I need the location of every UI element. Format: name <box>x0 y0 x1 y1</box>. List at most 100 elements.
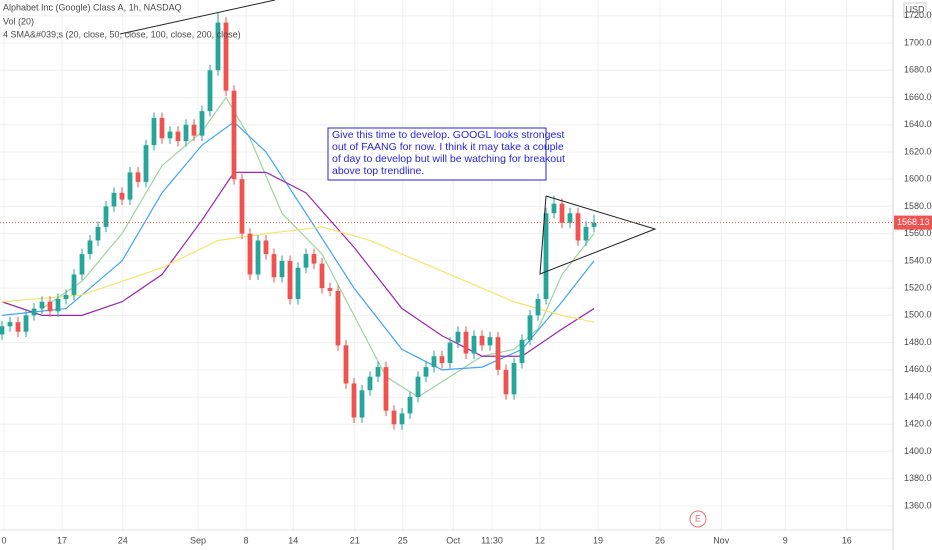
x-tick-label: 12 <box>535 535 545 545</box>
candle-body <box>583 226 589 241</box>
candle-body <box>551 203 557 214</box>
annotation-box <box>327 127 547 181</box>
candle-body <box>103 206 109 227</box>
y-tick-label: 1540.00 <box>904 255 932 265</box>
x-tick-label: 24 <box>118 535 128 545</box>
candle-body <box>71 274 77 295</box>
last-price-label: 1568.13 <box>897 217 930 227</box>
candle-body <box>7 322 13 327</box>
candle-body <box>415 376 421 398</box>
x-tick-label: Sep <box>190 535 206 545</box>
candle-body <box>343 345 349 384</box>
candle-body <box>591 222 597 227</box>
candle-body <box>79 254 85 275</box>
candle-body <box>367 376 373 391</box>
y-tick-label: 1500.00 <box>904 310 932 320</box>
candle-body <box>535 299 541 316</box>
candle-body <box>63 294 69 300</box>
candle-body <box>543 213 549 300</box>
candle-body <box>175 131 181 142</box>
candle-body <box>263 240 269 255</box>
plot-area <box>0 13 597 430</box>
x-tick-label: 9 <box>783 535 788 545</box>
x-tick-label: Nov <box>713 535 730 545</box>
y-tick-label: 1480.00 <box>904 337 932 347</box>
candle-body <box>383 367 389 411</box>
candle-body <box>303 254 309 268</box>
candle-body <box>431 356 437 368</box>
candle-body <box>439 356 445 364</box>
moving-average <box>1 121 595 371</box>
candle-body <box>159 117 165 139</box>
candle-body <box>503 369 509 395</box>
candle-body <box>471 335 477 354</box>
y-tick-label: 1520.00 <box>904 283 932 293</box>
candle-body <box>0 326 5 335</box>
candle-body <box>527 315 533 340</box>
candle-body <box>223 22 229 91</box>
candle-body <box>479 335 485 346</box>
y-tick-label: 1640.00 <box>904 119 932 129</box>
candle-body <box>207 70 213 112</box>
y-tick-label: 1580.00 <box>904 201 932 211</box>
candle-body <box>359 390 365 418</box>
y-tick-label: 1460.00 <box>904 364 932 374</box>
candle-body <box>95 226 101 241</box>
candle-body <box>495 337 501 370</box>
annotation-line: Give this time to develop. GOOGL looks s… <box>332 129 565 141</box>
candle-body <box>135 172 141 182</box>
candle-body <box>47 301 53 312</box>
x-tick-label: 25 <box>398 535 408 545</box>
candle-body <box>39 301 45 309</box>
candle-body <box>559 203 565 223</box>
annotation-line: above top trendline. <box>332 165 424 177</box>
candle-body <box>247 233 253 275</box>
currency: USD <box>905 4 925 14</box>
x-tick-label: 0 <box>1 535 6 545</box>
x-tick-label: 8 <box>243 535 248 545</box>
candle-body <box>487 337 493 346</box>
candle-body <box>519 339 525 364</box>
candle-body <box>423 367 429 377</box>
moving-average <box>1 171 595 357</box>
candle-body <box>111 192 117 207</box>
candle-body <box>319 263 325 289</box>
x-tick-label: 19 <box>593 535 603 545</box>
event-marker-label[interactable]: E <box>695 513 701 523</box>
event-marker[interactable] <box>689 510 707 528</box>
x-tick-label: 16 <box>842 535 852 545</box>
annotation-line: out of FAANG for now. I think it may tak… <box>332 141 564 153</box>
candle-body <box>511 363 517 395</box>
candle-body <box>271 254 277 278</box>
candle-body <box>327 288 333 291</box>
candle-body <box>55 299 61 312</box>
candle-body <box>287 260 293 300</box>
candle-body <box>23 315 29 332</box>
x-tick-label: Oct <box>446 535 461 545</box>
candle-body <box>15 322 21 332</box>
candle-body <box>335 290 341 346</box>
y-tick-label: 1600.00 <box>904 174 932 184</box>
chart-title: Alphabet Inc (Google) Class A, 1h, NASDA… <box>3 2 182 12</box>
candle-body <box>279 260 285 278</box>
x-tick-label: 21 <box>350 535 360 545</box>
y-tick-label: 1380.00 <box>904 473 932 483</box>
last-price-badge <box>894 215 932 230</box>
x-tick-label: 26 <box>655 535 665 545</box>
candle-body <box>391 410 397 425</box>
y-tick-label: 1660.00 <box>904 92 932 102</box>
moving-average <box>1 226 595 323</box>
grid <box>0 0 893 530</box>
candle-body <box>151 117 157 146</box>
candle-body <box>455 331 461 343</box>
candle-body <box>295 267 301 300</box>
annotation-line: of day to develop but will be watching f… <box>332 153 565 165</box>
triangle-pattern <box>539 195 657 275</box>
candle-body <box>351 383 357 418</box>
x-tick-label: 11:30 <box>481 535 503 545</box>
moving-average <box>41 96 595 398</box>
candle-body <box>143 145 149 182</box>
candle-body <box>183 124 189 142</box>
